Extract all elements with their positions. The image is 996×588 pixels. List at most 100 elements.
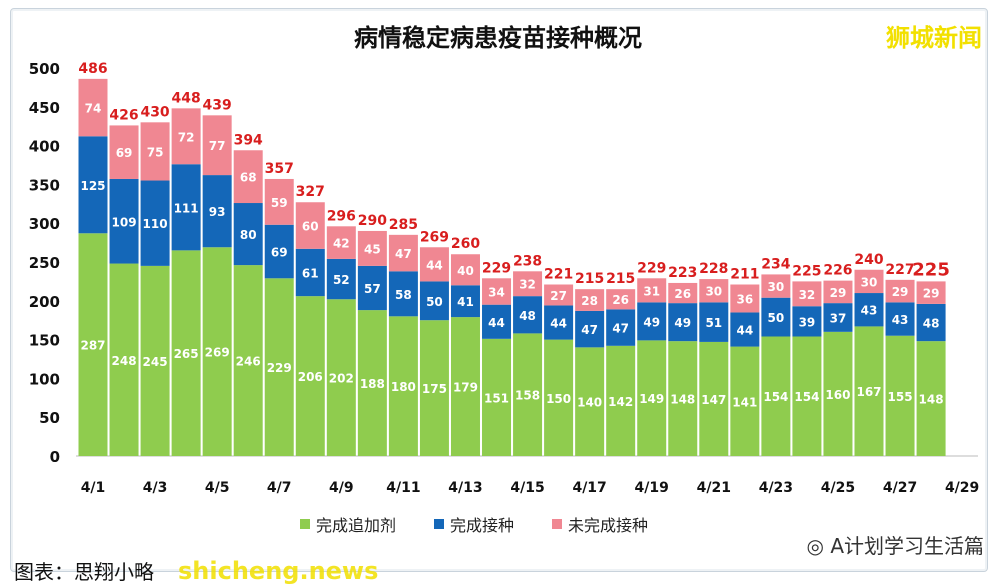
total-label: 225 <box>912 259 950 280</box>
x-tick-label: 4/13 <box>448 480 482 496</box>
bar-value-label: 57 <box>364 282 381 296</box>
bar-value-label: 27 <box>550 289 567 303</box>
total-label: 296 <box>327 208 356 224</box>
bar-value-label: 142 <box>608 395 633 409</box>
x-tick-label: 4/27 <box>883 480 917 496</box>
bar-segment <box>171 108 201 165</box>
x-tick-label: 4/15 <box>510 480 544 496</box>
total-label: 260 <box>451 236 480 252</box>
total-label: 240 <box>854 252 883 268</box>
bar-segment <box>544 284 574 306</box>
bar-segment <box>140 180 170 266</box>
bar-value-label: 32 <box>799 288 816 302</box>
bar-value-label: 61 <box>302 266 319 280</box>
bar-segment <box>109 178 139 264</box>
x-tick-label: 4/17 <box>572 480 606 496</box>
bar-value-label: 125 <box>80 179 105 193</box>
bar-segment <box>326 226 356 259</box>
y-tick-label: 250 <box>29 254 60 272</box>
bar-value-label: 77 <box>209 139 226 153</box>
bar-value-label: 74 <box>85 102 102 116</box>
bar-segment <box>885 279 915 303</box>
x-tick-label: 4/5 <box>205 480 230 496</box>
total-label: 290 <box>358 213 387 229</box>
bar-value-label: 30 <box>705 285 722 299</box>
bar-value-label: 147 <box>701 393 726 407</box>
y-tick-label: 500 <box>29 60 60 78</box>
y-tick-label: 50 <box>39 409 60 427</box>
bar-value-label: 110 <box>143 217 168 231</box>
bar-segment <box>544 305 574 340</box>
bar-value-label: 229 <box>267 361 292 375</box>
bar-value-label: 80 <box>240 228 257 242</box>
bar-value-label: 43 <box>892 313 909 327</box>
x-tick-label: 4/3 <box>143 480 168 496</box>
bar-value-label: 111 <box>174 201 199 215</box>
watermark: 狮城新闻 <box>886 24 982 52</box>
legend-item: 完成追加剂 <box>300 512 396 536</box>
bar-segment <box>388 234 418 272</box>
watermark-site: shicheng.news <box>178 557 379 585</box>
total-label: 426 <box>109 107 138 123</box>
bar-segment <box>295 248 325 297</box>
legend-swatch <box>300 519 310 529</box>
bar-value-label: 52 <box>333 273 350 287</box>
bar-value-label: 158 <box>515 389 540 403</box>
bar-segment <box>575 289 605 311</box>
y-tick-label: 0 <box>50 448 60 466</box>
bar-segment <box>730 284 760 313</box>
total-label: 215 <box>575 271 604 287</box>
bar-segment <box>233 265 263 456</box>
bar-value-label: 44 <box>488 316 505 330</box>
bar-segment <box>668 282 698 304</box>
bar-value-label: 31 <box>643 284 660 298</box>
bar-segment <box>606 289 636 310</box>
total-label: 238 <box>513 253 542 269</box>
bar-segment <box>140 122 170 181</box>
bar-value-label: 287 <box>80 339 105 353</box>
bar-value-label: 29 <box>923 287 940 301</box>
y-tick-label: 100 <box>29 370 60 388</box>
bar-value-label: 175 <box>422 382 447 396</box>
bar-segment <box>792 306 822 337</box>
bar-value-label: 49 <box>643 315 660 329</box>
bar-segment <box>513 333 543 456</box>
bar-value-label: 69 <box>271 246 288 260</box>
wechat-icon: ◎ <box>806 534 824 558</box>
y-tick-label: 350 <box>29 176 60 194</box>
bar-value-label: 93 <box>209 205 226 219</box>
bar-segment <box>761 336 791 456</box>
bar-value-label: 60 <box>302 220 319 234</box>
bar-value-label: 167 <box>856 385 881 399</box>
bar-segment <box>854 269 884 294</box>
bar-value-label: 155 <box>888 390 913 404</box>
bar-value-label: 109 <box>112 215 137 229</box>
wechat-name: A计划学习生活篇 <box>830 534 984 558</box>
bar-segment <box>419 247 449 282</box>
bar-value-label: 42 <box>333 237 350 251</box>
bar-segment <box>792 281 822 307</box>
total-label: 221 <box>544 267 573 283</box>
bar-segment <box>202 115 232 176</box>
bar-value-label: 140 <box>577 396 602 410</box>
bar-segment <box>668 341 698 456</box>
bar-value-label: 49 <box>674 316 691 330</box>
x-tick-label: 4/23 <box>759 480 793 496</box>
bar-value-label: 69 <box>116 146 133 160</box>
total-label: 234 <box>761 256 790 272</box>
bar-segment <box>513 271 543 297</box>
bar-segment <box>419 320 449 456</box>
total-label: 215 <box>606 271 635 287</box>
total-label: 211 <box>730 267 759 283</box>
bar-segment <box>482 304 512 339</box>
bar-segment <box>264 278 294 456</box>
total-label: 228 <box>699 261 728 277</box>
x-tick-label: 4/1 <box>81 480 106 496</box>
bar-segment <box>264 178 294 225</box>
bar-segment <box>482 278 512 305</box>
bar-value-label: 28 <box>581 294 598 308</box>
bar-segment <box>450 254 480 286</box>
bar-segment <box>885 335 915 456</box>
bar-segment <box>544 339 574 456</box>
bar-segment <box>854 293 884 327</box>
